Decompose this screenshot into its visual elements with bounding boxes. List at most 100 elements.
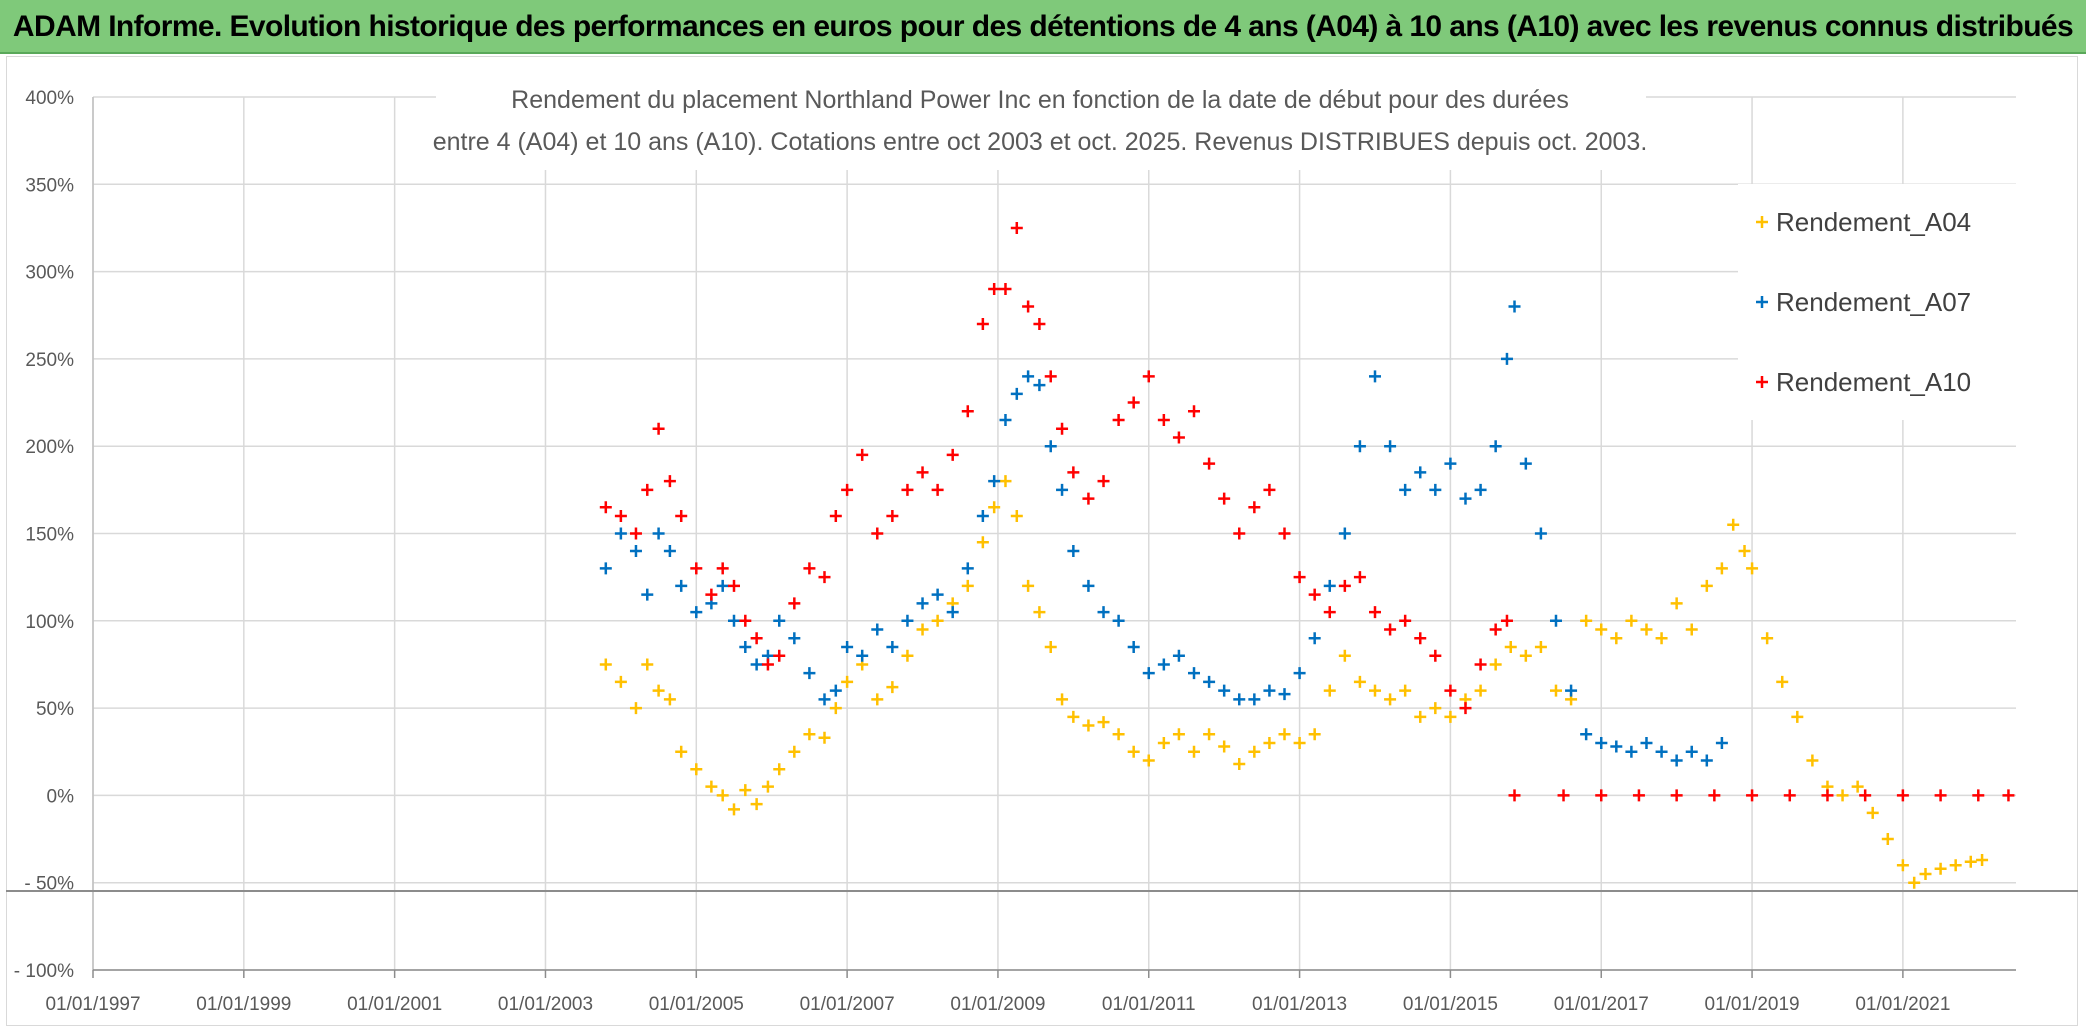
data-point [1308, 632, 1321, 645]
data-point [1082, 579, 1095, 592]
y-tick-label: 200% [25, 437, 74, 458]
data-point [1233, 527, 1246, 540]
data-point [1097, 475, 1110, 488]
data-point [1067, 710, 1080, 723]
data-point [988, 475, 1001, 488]
axes: 400% 350% 300% 250% 200% 150% 100% 50% 0% - 50% - … [6, 88, 2078, 1015]
data-point [856, 448, 869, 461]
data-point [1700, 754, 1713, 767]
data-point [1399, 483, 1412, 496]
data-point [1248, 693, 1261, 706]
data-point [1859, 789, 1872, 802]
data-point [1474, 684, 1487, 697]
data-point [1399, 614, 1412, 627]
y-tick-label: - 100% [14, 961, 74, 982]
data-point [1067, 544, 1080, 557]
data-point [1142, 754, 1155, 767]
data-point [728, 579, 740, 592]
data-point [705, 588, 718, 601]
data-point [1022, 579, 1035, 592]
data-point [1142, 370, 1155, 383]
data-point [1934, 862, 1947, 875]
data-point [663, 475, 676, 488]
data-point [1444, 457, 1457, 470]
data-point [818, 571, 831, 584]
data-point [1508, 300, 1521, 313]
data-point [716, 789, 729, 802]
data-point [916, 623, 929, 636]
data-point [1685, 623, 1698, 636]
data-point [1172, 728, 1185, 741]
data-point [1908, 876, 1921, 889]
data-point [829, 510, 842, 523]
data-point [1353, 675, 1366, 688]
data-point [728, 614, 740, 627]
data-point [1188, 745, 1201, 758]
data-point [946, 606, 959, 619]
data-point [1700, 579, 1713, 592]
data-point [1323, 606, 1336, 619]
data-point [1474, 483, 1487, 496]
data-point [1727, 518, 1740, 531]
data-point [1112, 414, 1125, 427]
data-point [652, 422, 665, 435]
data-point [675, 510, 688, 523]
data-point [1949, 859, 1962, 872]
data-point [1188, 405, 1201, 418]
data-point [1044, 370, 1057, 383]
data-point [1033, 317, 1046, 330]
data-point [690, 606, 703, 619]
data-point [1489, 623, 1502, 636]
data-point [1791, 710, 1804, 723]
data-point [1338, 649, 1351, 662]
data-point [931, 588, 944, 601]
data-point [1338, 527, 1351, 540]
data-point [614, 675, 627, 688]
data-point [599, 501, 612, 514]
y-tick-label: 400% [25, 88, 74, 109]
data-point [1353, 440, 1366, 453]
data-point [1082, 719, 1095, 732]
data-point [1851, 780, 1864, 793]
data-point [1610, 740, 1623, 753]
data-point [1056, 693, 1069, 706]
data-point [739, 784, 752, 797]
data-point [1670, 597, 1683, 610]
banner-title: ADAM Informe. Evolution historique des p… [12, 10, 2074, 43]
chart-title-background [436, 78, 1646, 170]
data-point [750, 798, 763, 811]
data-point [886, 681, 899, 694]
data-point [773, 763, 786, 776]
data-point [1632, 789, 1645, 802]
data-point [1263, 483, 1276, 496]
data-point [901, 649, 914, 662]
data-point [1384, 623, 1397, 636]
data-point [1549, 684, 1562, 697]
x-tick-label: 01/01/2001 [347, 994, 442, 1015]
x-tick-label: 01/01/2019 [1705, 994, 1800, 1015]
data-point [1557, 789, 1570, 802]
data-point [841, 675, 854, 688]
data-point [1934, 789, 1947, 802]
data-point [856, 649, 869, 662]
y-tick-label: 350% [25, 175, 74, 196]
data-point [675, 745, 688, 758]
data-point [1338, 579, 1351, 592]
data-points [599, 221, 2015, 889]
data-point [901, 483, 914, 496]
data-point [803, 667, 816, 680]
data-point [976, 510, 989, 523]
data-point [1549, 614, 1562, 627]
data-point [931, 614, 944, 627]
data-point [1625, 745, 1638, 758]
data-point [773, 649, 786, 662]
data-point [886, 640, 899, 653]
data-point [829, 702, 842, 715]
data-point [1353, 571, 1366, 584]
data-point [1565, 684, 1578, 697]
data-point [1056, 422, 1069, 435]
data-point [1534, 640, 1547, 653]
data-point [1429, 649, 1442, 662]
data-point [1142, 667, 1155, 680]
data-point [803, 728, 816, 741]
